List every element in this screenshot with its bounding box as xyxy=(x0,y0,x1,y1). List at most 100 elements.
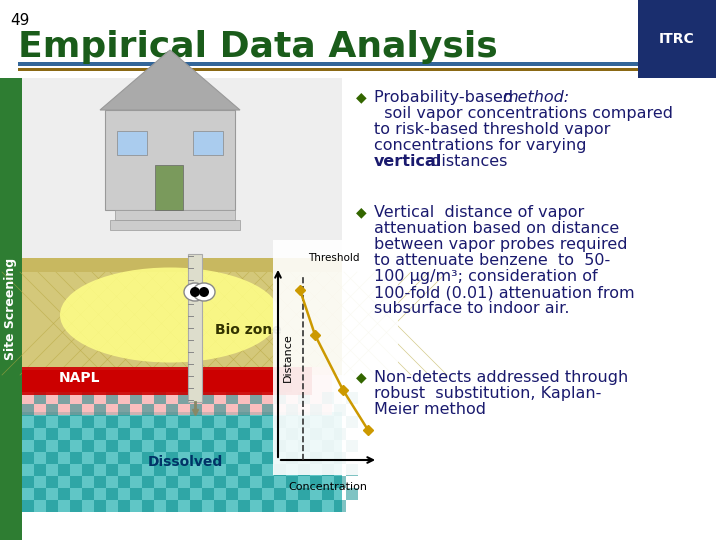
Ellipse shape xyxy=(190,287,200,297)
Bar xyxy=(286,476,298,488)
Text: Bio zone: Bio zone xyxy=(215,323,282,337)
Bar xyxy=(638,0,716,78)
Bar xyxy=(22,412,342,512)
Bar xyxy=(262,452,274,464)
Text: Dissolved: Dissolved xyxy=(148,455,222,469)
Text: between vapor probes required: between vapor probes required xyxy=(374,237,628,252)
Bar xyxy=(46,428,58,440)
Bar xyxy=(46,500,58,512)
Bar xyxy=(58,416,70,428)
Bar xyxy=(130,464,142,476)
Bar xyxy=(310,476,322,488)
Bar xyxy=(166,404,178,416)
Bar xyxy=(106,464,118,476)
Text: ◆: ◆ xyxy=(356,205,366,219)
Text: ◆: ◆ xyxy=(356,370,366,384)
Bar xyxy=(250,392,262,404)
Bar xyxy=(58,440,70,452)
Bar xyxy=(238,500,250,512)
Bar xyxy=(58,392,70,404)
Text: Probability-based: Probability-based xyxy=(374,90,518,105)
Bar xyxy=(298,416,310,428)
Bar xyxy=(166,428,178,440)
Bar xyxy=(286,500,298,512)
Text: robust  substitution, Kaplan-: robust substitution, Kaplan- xyxy=(374,386,601,401)
Bar xyxy=(142,404,154,416)
Bar xyxy=(310,500,322,512)
Bar xyxy=(274,392,286,404)
Bar xyxy=(226,416,238,428)
Bar xyxy=(22,272,342,375)
Bar xyxy=(226,392,238,404)
Text: Concentration: Concentration xyxy=(289,482,367,492)
Bar xyxy=(94,500,106,512)
Bar xyxy=(58,488,70,500)
Bar xyxy=(22,367,332,415)
Bar xyxy=(190,500,202,512)
Bar xyxy=(154,440,166,452)
Text: subsurface to indoor air.: subsurface to indoor air. xyxy=(374,301,570,316)
Bar xyxy=(106,440,118,452)
Bar xyxy=(178,416,190,428)
Bar xyxy=(310,404,322,416)
Bar xyxy=(166,452,178,464)
Bar xyxy=(334,404,346,416)
Text: to attenuate benzene  to  50-: to attenuate benzene to 50- xyxy=(374,253,611,268)
Bar xyxy=(273,240,398,475)
Bar xyxy=(274,488,286,500)
Bar xyxy=(106,416,118,428)
Bar xyxy=(106,488,118,500)
Bar xyxy=(22,78,342,260)
Bar xyxy=(34,392,46,404)
Bar xyxy=(334,428,346,440)
Bar xyxy=(202,464,214,476)
Bar xyxy=(142,476,154,488)
Bar xyxy=(70,404,82,416)
Bar xyxy=(118,500,130,512)
Bar xyxy=(334,452,346,464)
Bar xyxy=(322,416,334,428)
Bar xyxy=(226,440,238,452)
Text: Non-detects addressed through: Non-detects addressed through xyxy=(374,370,629,385)
Bar xyxy=(193,131,223,155)
Bar xyxy=(250,440,262,452)
Bar xyxy=(334,500,346,512)
Bar xyxy=(22,404,34,416)
Bar xyxy=(70,428,82,440)
Bar xyxy=(46,404,58,416)
Text: attenuation based on distance: attenuation based on distance xyxy=(374,221,619,236)
Bar xyxy=(166,476,178,488)
Bar xyxy=(298,392,310,404)
Text: Distance: Distance xyxy=(283,333,293,382)
Bar xyxy=(346,440,358,452)
Bar xyxy=(22,500,34,512)
Bar xyxy=(82,392,94,404)
Bar xyxy=(274,464,286,476)
Bar xyxy=(334,476,346,488)
Bar xyxy=(154,392,166,404)
Ellipse shape xyxy=(60,267,280,362)
Bar xyxy=(34,464,46,476)
Text: method:: method: xyxy=(502,90,569,105)
Bar xyxy=(202,488,214,500)
Bar xyxy=(94,452,106,464)
Bar xyxy=(226,488,238,500)
Bar xyxy=(142,428,154,440)
Bar xyxy=(70,500,82,512)
Bar xyxy=(82,416,94,428)
Bar xyxy=(178,464,190,476)
Bar xyxy=(82,440,94,452)
Bar xyxy=(118,428,130,440)
Bar xyxy=(298,488,310,500)
Bar xyxy=(166,500,178,512)
Bar xyxy=(202,392,214,404)
Text: soil vapor concentrations compared: soil vapor concentrations compared xyxy=(374,106,673,121)
Text: 49: 49 xyxy=(10,13,30,28)
Text: distances: distances xyxy=(426,154,508,169)
Bar xyxy=(22,258,342,272)
Text: to risk-based threshold vapor: to risk-based threshold vapor xyxy=(374,122,611,137)
Text: Vertical  distance of vapor: Vertical distance of vapor xyxy=(374,205,584,220)
Bar xyxy=(94,404,106,416)
Bar xyxy=(286,404,298,416)
Bar xyxy=(118,404,130,416)
